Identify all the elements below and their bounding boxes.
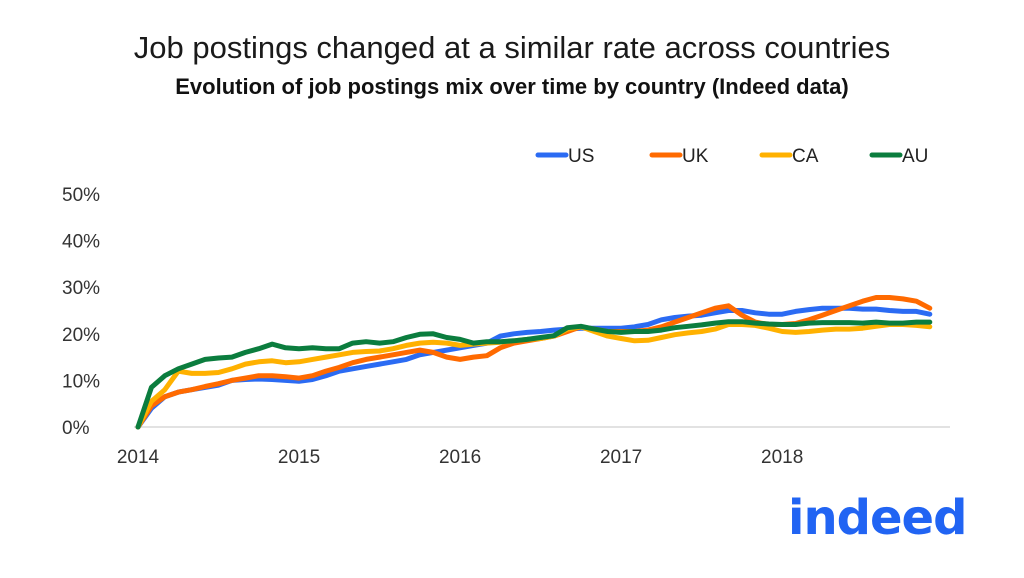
y-tick-label: 30% bbox=[62, 278, 100, 299]
legend-label-uk: UK bbox=[682, 146, 709, 167]
y-tick-label: 0% bbox=[62, 418, 90, 439]
x-tick-label: 2015 bbox=[278, 447, 320, 468]
legend-label-us: US bbox=[568, 146, 594, 167]
x-tick-label: 2016 bbox=[439, 447, 481, 468]
series-line-au bbox=[135, 319, 933, 430]
x-tick-label: 2018 bbox=[761, 447, 803, 468]
series-line-us bbox=[135, 305, 933, 430]
logo-text: indeed bbox=[788, 490, 967, 546]
y-tick-label: 10% bbox=[62, 371, 100, 392]
chart-subtitle: Evolution of job postings mix over time … bbox=[175, 74, 849, 99]
y-tick-label: 50% bbox=[62, 185, 100, 206]
y-tick-label: 40% bbox=[62, 232, 100, 253]
x-tick-label: 2014 bbox=[117, 447, 160, 468]
legend-label-ca: CA bbox=[792, 146, 819, 167]
chart-title: Job postings changed at a similar rate a… bbox=[133, 30, 891, 65]
x-tick-label: 2017 bbox=[600, 447, 642, 468]
indeed-logo: indeed bbox=[788, 490, 967, 546]
y-tick-label: 20% bbox=[62, 325, 100, 346]
legend-label-au: AU bbox=[902, 146, 928, 167]
